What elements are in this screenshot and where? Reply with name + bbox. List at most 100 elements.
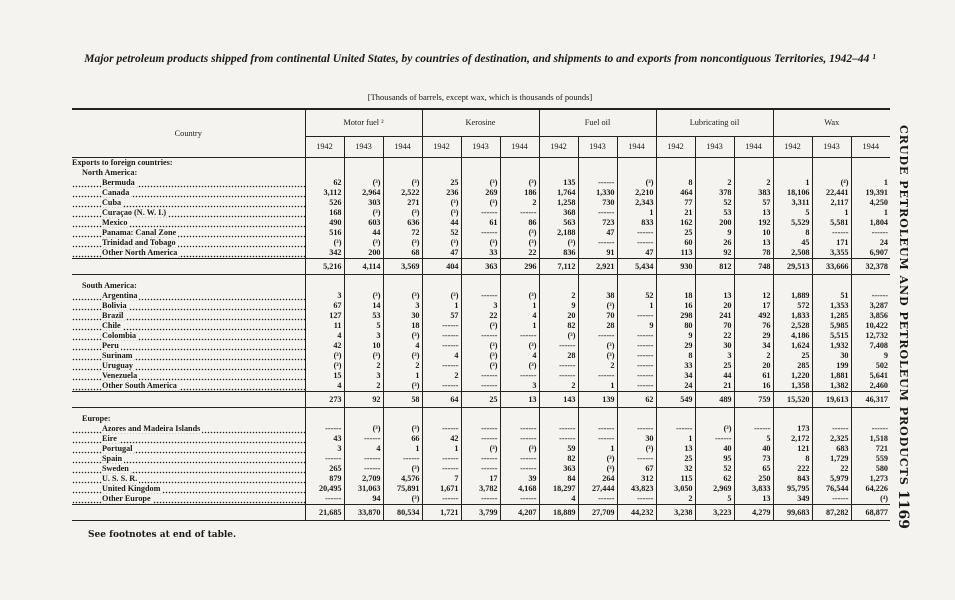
table-cell: 812 — [694, 258, 734, 275]
table-cell: 2 — [343, 361, 383, 371]
table-cell: 29 — [655, 341, 695, 351]
table-cell: 25 — [694, 361, 734, 371]
table-cell: 2,117 — [811, 198, 851, 208]
table-cell: 115 — [655, 474, 695, 484]
table-cell — [343, 407, 383, 414]
table-title: Major petroleum products shipped from co… — [84, 53, 876, 65]
row-label: Azores and Madeira Islands — [102, 424, 203, 433]
table-cell — [538, 281, 578, 291]
table-cell: ------ — [460, 228, 500, 238]
table-cell — [616, 274, 656, 281]
table-cell: 52 — [694, 198, 734, 208]
table-cell: (³) — [382, 351, 422, 361]
table-cell: 9 — [616, 321, 656, 331]
table-cell: 572 — [772, 301, 812, 311]
table-cell: ------ — [577, 434, 617, 444]
table-cell: 8 — [772, 454, 812, 464]
year-header: 1944 — [499, 136, 539, 158]
table-cell: ------ — [499, 464, 539, 474]
table-cell: (³) — [382, 494, 422, 505]
row-label: Cuba — [102, 198, 124, 207]
table-cell: 24 — [655, 381, 695, 392]
table-cell: (³) — [382, 464, 422, 474]
table-cell — [733, 407, 773, 414]
row-label: Spain — [102, 454, 125, 463]
table-cell: 296 — [499, 258, 539, 275]
table-cell — [421, 414, 461, 424]
table-cell: 5,985 — [811, 321, 851, 331]
table-cell: 64 — [421, 391, 461, 408]
table-cell: 10 — [343, 341, 383, 351]
table-cell: 4 — [499, 311, 539, 321]
table-cell: 264 — [577, 474, 617, 484]
table-cell — [694, 168, 734, 178]
table-cell: 22 — [460, 311, 500, 321]
row-label-cell: Colombia — [72, 331, 305, 341]
table-cell: 28 — [538, 351, 578, 361]
row-label-cell — [72, 391, 305, 408]
table-cell: 2,325 — [811, 434, 851, 444]
table-row: Peru 42 10 4 ------ (³) (³) ------ (³) ------ 29 30… — [72, 341, 890, 351]
row-label-cell: Surinam — [72, 351, 305, 361]
region-row: Europe: — [72, 414, 890, 424]
table-cell: 29 — [733, 331, 773, 341]
table-cell: 22 — [499, 248, 539, 259]
table-cell: 200 — [694, 218, 734, 228]
table-cell — [538, 274, 578, 281]
table-cell: 168 — [304, 208, 344, 218]
table-cell — [343, 414, 383, 424]
table-cell — [733, 414, 773, 424]
table-cell: 73 — [733, 454, 773, 464]
table-cell: ------ — [460, 494, 500, 505]
table-cell — [772, 157, 812, 168]
table-cell: 4 — [499, 351, 539, 361]
table-cell: 53 — [694, 208, 734, 218]
table-cell: 67 — [304, 301, 344, 311]
table-cell: 1,220 — [772, 371, 812, 381]
table-cell: 3,050 — [655, 484, 695, 494]
table-cell: ------ — [616, 351, 656, 361]
table-cell: 57 — [421, 311, 461, 321]
table-cell: ------ — [616, 341, 656, 351]
table-cell: 9 — [694, 228, 734, 238]
table-cell: 1,729 — [811, 454, 851, 464]
table-cell — [655, 274, 695, 281]
spacer-row — [72, 274, 890, 281]
table-cell: ------ — [343, 454, 383, 464]
table-cell — [538, 168, 578, 178]
table-cell: 3,287 — [850, 301, 890, 311]
row-label: Canada — [102, 188, 132, 197]
table-cell: 20 — [538, 311, 578, 321]
table-cell — [499, 274, 539, 281]
table-cell — [655, 168, 695, 178]
table-cell: 47 — [421, 248, 461, 259]
table-cell: 15,520 — [772, 391, 812, 408]
table-cell: 66 — [382, 434, 422, 444]
table-cell — [577, 414, 617, 424]
table-cell: ------ — [499, 434, 539, 444]
table-cell: (³) — [382, 291, 422, 301]
table-cell — [343, 168, 383, 178]
table-cell: (³) — [616, 444, 656, 454]
table-cell: 19,391 — [850, 188, 890, 198]
table-cell — [382, 157, 422, 168]
table-cell: 312 — [616, 474, 656, 484]
table-cell: 3,799 — [460, 504, 500, 521]
table-cell: ------ — [499, 424, 539, 434]
table-cell: 236 — [421, 188, 461, 198]
table-cell: 1 — [382, 371, 422, 381]
table-cell: 9 — [655, 331, 695, 341]
table-cell: 20,495 — [304, 484, 344, 494]
table-cell — [538, 407, 578, 414]
table-cell: 127 — [304, 311, 344, 321]
row-label-cell: Chile — [72, 321, 305, 331]
table-cell: 52 — [421, 228, 461, 238]
table-cell: 18 — [382, 321, 422, 331]
table-cell: (³) — [382, 424, 422, 434]
table-cell — [421, 281, 461, 291]
table-cell: 3 — [460, 301, 500, 311]
table-row: U. S. S. R. 879 2,709 4,576 7 17 39 84 264 312 115… — [72, 474, 890, 484]
row-label: Other North America — [102, 248, 180, 257]
table-row: Curaçao (N. W. I.) 168 (³) (³) (³) ------ ----… — [72, 208, 890, 218]
table-cell: 1,889 — [772, 291, 812, 301]
